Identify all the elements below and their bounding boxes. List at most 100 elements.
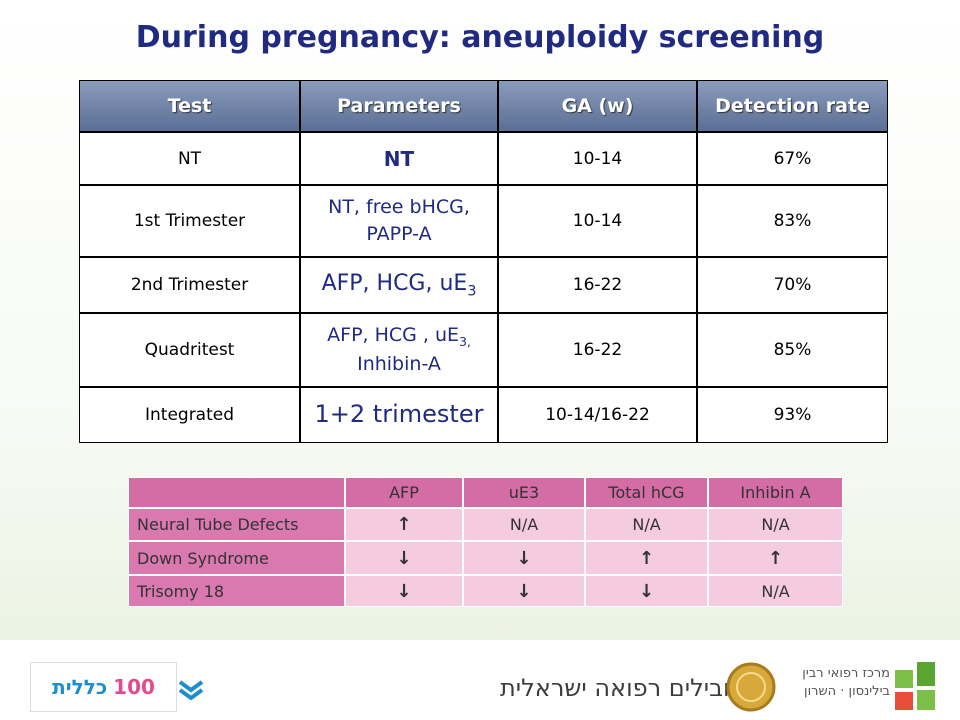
cell-line: Integrated (145, 405, 234, 425)
marker-header-text: Inhibin A (740, 483, 811, 502)
row-label-text: Down Syndrome (137, 548, 269, 568)
cell: NT (79, 132, 300, 185)
marker-cell: N/A (585, 508, 708, 541)
marker-value: ↓ (396, 547, 412, 569)
cell-text: 16-22 (572, 340, 623, 360)
marker-header: Total hCG (585, 477, 708, 508)
cell-line: 10-14/16-22 (545, 405, 650, 425)
clalit-name: כללית (52, 675, 108, 699)
cell-line: 16-22 (573, 340, 622, 360)
marker-value: ↑ (767, 547, 784, 569)
cell-text: 1+2 trimester (314, 400, 484, 429)
cell-line: PAPP-A (366, 221, 431, 248)
cell-line: 1st Trimester (134, 211, 245, 231)
cell-line: Inhibin-A (357, 351, 441, 378)
marker-value: ↑ (638, 547, 655, 569)
header-cell: GA (w) (498, 80, 697, 132)
cell: 93% (697, 387, 888, 443)
clalit-icon (178, 680, 204, 700)
marker-value: N/A (761, 581, 790, 601)
cell-text: 70% (773, 275, 812, 295)
marker-header-text: AFP (389, 483, 419, 502)
marker-value: N/A (509, 515, 539, 534)
marker-value: ↓ (516, 547, 532, 569)
cell-text: 2nd Trimester (130, 275, 249, 295)
cell: 1st Trimester (79, 185, 300, 257)
marker-value: N/A (761, 515, 790, 534)
cell-line: 83% (774, 211, 812, 231)
marker-cell: ↓ (345, 541, 463, 575)
row-label-text: Trisomy 18 (137, 581, 225, 601)
cell-line: 67% (774, 149, 812, 169)
cell: 16-22 (498, 313, 697, 387)
marker-cell: N/A (708, 575, 843, 607)
cell: AFP, HCG, uE3 (300, 257, 498, 313)
cell: AFP, HCG , uE3, Inhibin-A (300, 313, 498, 387)
cell-text: 1st Trimester (133, 211, 246, 231)
marker-cell: ↑ (345, 508, 463, 541)
seal (726, 662, 776, 712)
marker-cell: ↓ (463, 575, 585, 607)
cell-text: 10-14 (572, 148, 623, 169)
cell-text: 85% (773, 340, 812, 360)
cell-line: NT (384, 145, 414, 173)
row-label: Neural Tube Defects (128, 508, 345, 541)
cell-line: 2nd Trimester (131, 275, 248, 295)
cell: 10-14 (498, 185, 697, 257)
cell: 70% (697, 257, 888, 313)
header-text: Parameters (337, 95, 461, 117)
cell: Integrated (79, 387, 300, 443)
marker-cell: N/A (708, 508, 843, 541)
cell-line: AFP, HCG , uE3, (327, 322, 471, 351)
center-top: מרכז רפואי רבין (802, 666, 890, 681)
cell-text: AFP, HCG , uE (327, 324, 460, 347)
marker-value: ↓ (396, 580, 412, 602)
header-cell: Test (79, 80, 300, 132)
slide-title: During pregnancy: aneuploidy screening (135, 20, 825, 55)
cell-line: 93% (774, 405, 812, 425)
cell-line: Quadritest (145, 340, 235, 360)
marker-header-text: Total hCG (608, 483, 685, 502)
cell: 85% (697, 313, 888, 387)
subscript: 3 (467, 283, 477, 300)
cell-text: AFP, HCG, uE (321, 270, 468, 296)
cell-line: 10-14 (573, 211, 622, 231)
marker-cell: ↑ (708, 541, 843, 575)
cell-text: NT, free bHCG, (328, 196, 470, 219)
row-label-text: Neural Tube Defects (137, 515, 299, 534)
marker-value: N/A (632, 515, 661, 534)
marker-value: ↑ (396, 514, 412, 535)
header-cell: Detection rate (697, 80, 888, 132)
cell-line: NT (178, 149, 201, 169)
cell-line: 16-22 (573, 275, 622, 295)
header-text: Test (167, 95, 212, 117)
cell: NT (300, 132, 498, 185)
marker-cell: ↓ (463, 541, 585, 575)
marker-cell: ↓ (585, 575, 708, 607)
marker-header-text: uE3 (508, 483, 540, 502)
cell-text: 67% (773, 148, 812, 169)
marker-header: uE3 (463, 477, 585, 508)
clalit-years: 100 (113, 675, 155, 699)
corner-cell (128, 477, 345, 508)
marker-cell: N/A (463, 508, 585, 541)
marker-header: AFP (345, 477, 463, 508)
row-label: Trisomy 18 (128, 575, 345, 607)
cell-line: 70% (774, 275, 812, 295)
cell-text: 83% (773, 211, 812, 231)
slogan: מובילים רפואה ישראלית (500, 674, 746, 702)
cell-text: Quadritest (144, 340, 235, 360)
cell-text: Integrated (144, 405, 235, 425)
cell-text: NT (177, 148, 202, 169)
cell: 10-14/16-22 (498, 387, 697, 443)
marker-header: Inhibin A (708, 477, 843, 508)
marker-cell: ↑ (585, 541, 708, 575)
center-logo (895, 662, 935, 710)
cell-line: 1+2 trimester (315, 398, 484, 432)
subscript: 3, (459, 334, 471, 349)
cell: 16-22 (498, 257, 697, 313)
cell-text: 10-14 (572, 211, 623, 231)
cell-text: PAPP-A (366, 223, 432, 245)
cell: 10-14 (498, 132, 697, 185)
